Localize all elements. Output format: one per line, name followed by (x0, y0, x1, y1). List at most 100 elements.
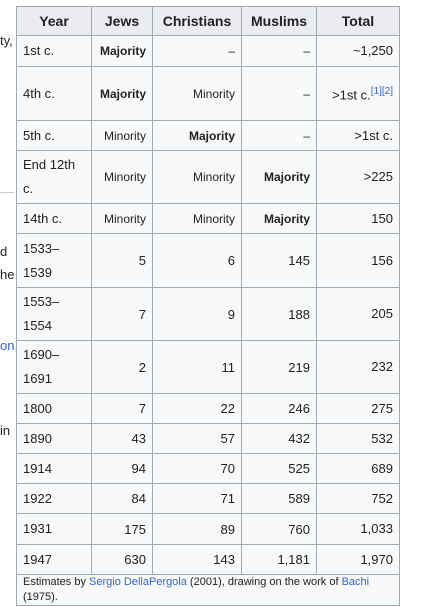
cell-jews: Minority (91, 203, 153, 234)
population-table: Year Jews Christians Muslims Total 1st c… (16, 6, 400, 606)
cell-total: >1st c. (316, 120, 400, 151)
cell-muslims: 525 (241, 453, 317, 484)
table-caption-row: Estimates by Sergio DellaPergola (2001),… (16, 574, 400, 606)
cell-jews: 7 (91, 393, 153, 424)
cell-total: 1,970 (316, 544, 400, 575)
table-row: 1890 43 57 432 532 (16, 423, 400, 454)
column-header-muslims[interactable]: Muslims (241, 6, 317, 36)
table-row: End 12th c. Minority Minority Majority >… (16, 150, 400, 204)
cell-muslims: 145 (241, 233, 317, 288)
cell-muslims: 188 (241, 287, 317, 341)
cell-year: 1947 (16, 544, 92, 575)
table-row: 1690–1691 2 11 219 232 (16, 340, 400, 394)
cell-total: 232 (316, 340, 400, 394)
cell-jews: Majority (91, 35, 153, 67)
cell-christians: 11 (152, 340, 242, 394)
column-header-jews[interactable]: Jews (91, 6, 153, 36)
cell-year: 1st c. (16, 35, 92, 67)
article-text-fragment: he (0, 267, 15, 282)
cell-muslims: – (241, 66, 317, 121)
cell-jews: 630 (91, 544, 153, 575)
cell-jews: 7 (91, 287, 153, 341)
cell-jews: 43 (91, 423, 153, 454)
cell-christians: 71 (152, 483, 242, 514)
cell-christians: 9 (152, 287, 242, 341)
column-header-total[interactable]: Total (316, 6, 400, 36)
cell-year: 1922 (16, 483, 92, 514)
cell-jews: 5 (91, 233, 153, 288)
cell-christians: Minority (152, 66, 242, 121)
cell-year: 1931 (16, 513, 92, 545)
table-row: 1947 630 143 1,181 1,970 (16, 544, 400, 575)
caption-middle: (2001), drawing on the work of (186, 576, 342, 588)
cell-muslims: 589 (241, 483, 317, 514)
cell-year: End 12th c. (16, 150, 92, 204)
cell-christians: 143 (152, 544, 242, 575)
cell-total: ~1,250 (316, 35, 400, 67)
cell-total: 205 (316, 287, 400, 341)
author-link[interactable]: Sergio DellaPergola (89, 576, 187, 588)
cell-year: 4th c. (16, 66, 92, 121)
cell-year: 5th c. (16, 120, 92, 151)
article-text-fragment: in (0, 423, 11, 438)
cell-jews: Majority (91, 66, 153, 121)
cell-muslims: 432 (241, 423, 317, 454)
cell-total: >1st c.[1][2] (316, 66, 400, 121)
cell-total: 150 (316, 203, 400, 234)
cell-christians: Minority (152, 150, 242, 204)
table-row: 1800 7 22 246 275 (16, 393, 400, 424)
table-caption: Estimates by Sergio DellaPergola (2001),… (16, 574, 400, 606)
table-row: 1914 94 70 525 689 (16, 453, 400, 484)
table-header-row: Year Jews Christians Muslims Total (16, 6, 400, 36)
cell-total: 689 (316, 453, 400, 484)
cell-jews: 2 (91, 340, 153, 394)
cell-jews: 84 (91, 483, 153, 514)
column-header-christians[interactable]: Christians (152, 6, 242, 36)
cell-total: 532 (316, 423, 400, 454)
table-row: 1533–1539 5 6 145 156 (16, 233, 400, 288)
cell-total: 752 (316, 483, 400, 514)
cell-muslims: 219 (241, 340, 317, 394)
cell-christians: Minority (152, 203, 242, 234)
cell-christians: 6 (152, 233, 242, 288)
cell-year: 1914 (16, 453, 92, 484)
cell-christians: 70 (152, 453, 242, 484)
cell-christians: 57 (152, 423, 242, 454)
cell-year: 1890 (16, 423, 92, 454)
cell-total: >225 (316, 150, 400, 204)
cell-jews: Minority (91, 120, 153, 151)
cell-total-value: >1st c. (332, 87, 371, 103)
table-row: 1922 84 71 589 752 (16, 483, 400, 514)
article-text-fragment: ty, (0, 33, 13, 48)
caption-suffix: (1975). (23, 591, 58, 603)
table-row: 4th c. Majority Minority – >1st c.[1][2] (16, 66, 400, 121)
citation-link[interactable]: [1][2] (370, 85, 393, 97)
cell-total: 275 (316, 393, 400, 424)
cell-total: 1,033 (316, 513, 400, 545)
cell-year: 1533–1539 (16, 233, 92, 288)
cell-jews: 94 (91, 453, 153, 484)
cell-jews: 175 (91, 513, 153, 545)
column-header-year[interactable]: Year (16, 6, 92, 36)
cell-year: 1690–1691 (16, 340, 92, 394)
cell-christians: Majority (152, 120, 242, 151)
article-link-fragment[interactable]: on, (0, 338, 19, 353)
table-row: 1st c. Majority – – ~1,250 (16, 35, 400, 67)
article-text-fragment: d (0, 244, 8, 259)
cell-muslims: – (241, 120, 317, 151)
cell-muslims: 1,181 (241, 544, 317, 575)
cell-muslims: – (241, 35, 317, 67)
source-link[interactable]: Bachi (341, 576, 370, 588)
table-row: 1553–1554 7 9 188 205 (16, 287, 400, 341)
table-row: 14th c. Minority Minority Majority 150 (16, 203, 400, 234)
caption-prefix: Estimates by (23, 576, 90, 588)
cell-christians: 22 (152, 393, 242, 424)
table-row: 5th c. Minority Majority – >1st c. (16, 120, 400, 151)
divider (0, 192, 14, 193)
cell-total: 156 (316, 233, 400, 288)
cell-muslims: 760 (241, 513, 317, 545)
cell-year: 1553–1554 (16, 287, 92, 341)
cell-christians: 89 (152, 513, 242, 545)
cell-christians: – (152, 35, 242, 67)
cell-muslims: Majority (241, 150, 317, 204)
